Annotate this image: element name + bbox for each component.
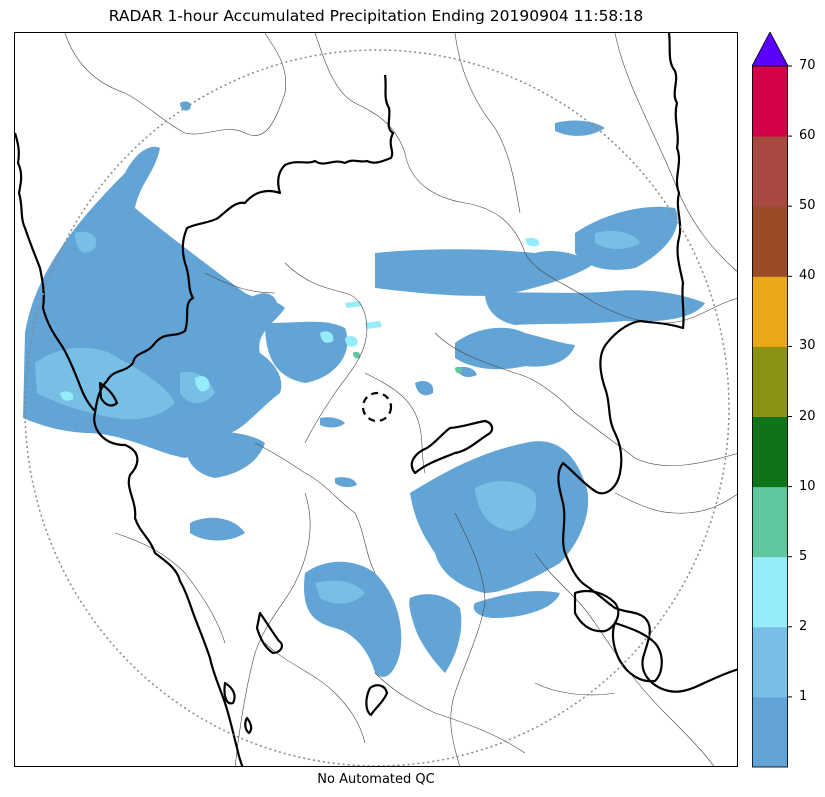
map-canvas bbox=[15, 33, 737, 766]
colorbar-extend-triangle bbox=[752, 32, 789, 67]
colorbar-bin bbox=[752, 206, 788, 277]
radar-site-marker bbox=[361, 391, 393, 423]
colorbar-tick-label: 40 bbox=[799, 268, 816, 284]
district-boundaries bbox=[64, 33, 737, 766]
map-title: RADAR 1-hour Accumulated Precipitation E… bbox=[108, 7, 644, 25]
colorbar-tick-label: 1 bbox=[799, 688, 808, 704]
radar-range-ring bbox=[24, 49, 730, 766]
colorbar-tick-label: 30 bbox=[799, 338, 816, 354]
radar-map[interactable] bbox=[14, 32, 738, 767]
colorbar-bin bbox=[752, 346, 788, 417]
qc-caption: No Automated QC bbox=[317, 772, 435, 787]
state-borders bbox=[15, 33, 737, 766]
colorbar-tick-label: 5 bbox=[799, 548, 808, 564]
colorbar-tick-label: 50 bbox=[799, 198, 816, 214]
colorbar-tick-label: 60 bbox=[799, 128, 816, 144]
precip-layer-green bbox=[353, 351, 463, 374]
colorbar-bin bbox=[752, 486, 788, 558]
colorbar bbox=[752, 32, 792, 768]
colorbar-canvas bbox=[752, 32, 792, 768]
colorbar-tick-label: 2 bbox=[799, 618, 808, 634]
colorbar-tick-label: 70 bbox=[799, 58, 816, 73]
colorbar-bin bbox=[752, 276, 788, 347]
precip-layer-cyan bbox=[60, 237, 540, 401]
colorbar-bin bbox=[752, 416, 788, 488]
colorbar-bin bbox=[752, 556, 788, 628]
colorbar-bin bbox=[752, 66, 788, 137]
colorbar-tick-label: 20 bbox=[799, 408, 816, 424]
colorbar-tick-label: 10 bbox=[799, 478, 816, 494]
colorbar-bin bbox=[752, 626, 788, 698]
colorbar-frame bbox=[752, 65, 788, 768]
colorbar-bin bbox=[752, 696, 788, 768]
colorbar-bin bbox=[752, 136, 788, 207]
